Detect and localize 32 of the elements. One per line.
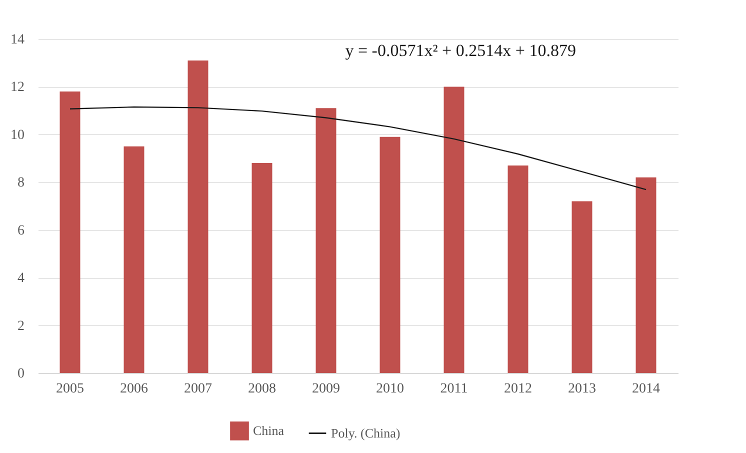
bar — [380, 136, 400, 373]
bar — [60, 91, 80, 373]
bar — [636, 177, 656, 373]
bar — [572, 201, 592, 373]
y-tick-label: 10 — [10, 128, 24, 143]
legend-label: Poly. (China) — [331, 425, 400, 440]
y-tick-label: 6 — [18, 223, 24, 238]
bar — [252, 163, 272, 373]
x-tick-label: 2006 — [120, 382, 148, 396]
bar — [444, 86, 464, 373]
x-tick-label: 2007 — [184, 382, 212, 396]
x-tick-label: 2012 — [504, 382, 532, 396]
y-tick-label: 14 — [10, 32, 24, 48]
x-tick-label: 2010 — [376, 382, 404, 396]
x-tick-label: 2013 — [568, 382, 596, 396]
bar — [188, 60, 208, 373]
annotation: y = -0.0571x² + 0.2514x + 10.879 — [345, 41, 576, 60]
y-tick-label: 12 — [10, 80, 24, 96]
bar — [124, 146, 144, 373]
y-tick-label: 2 — [18, 318, 24, 334]
x-tick-label: 2014 — [632, 382, 660, 396]
x-tick-label: 2009 — [312, 382, 340, 396]
x-tick-label: 2008 — [248, 382, 276, 396]
bar — [316, 108, 336, 373]
bar — [508, 165, 528, 373]
y-tick-label: 4 — [18, 271, 24, 286]
y-tick-label: 8 — [18, 176, 24, 191]
x-tick-label: 2011 — [440, 382, 468, 396]
legend-label: China — [253, 422, 284, 438]
line-series — [69, 106, 647, 190]
x-tick-label: 2005 — [56, 382, 84, 396]
y-tick-label: 0 — [18, 366, 24, 382]
